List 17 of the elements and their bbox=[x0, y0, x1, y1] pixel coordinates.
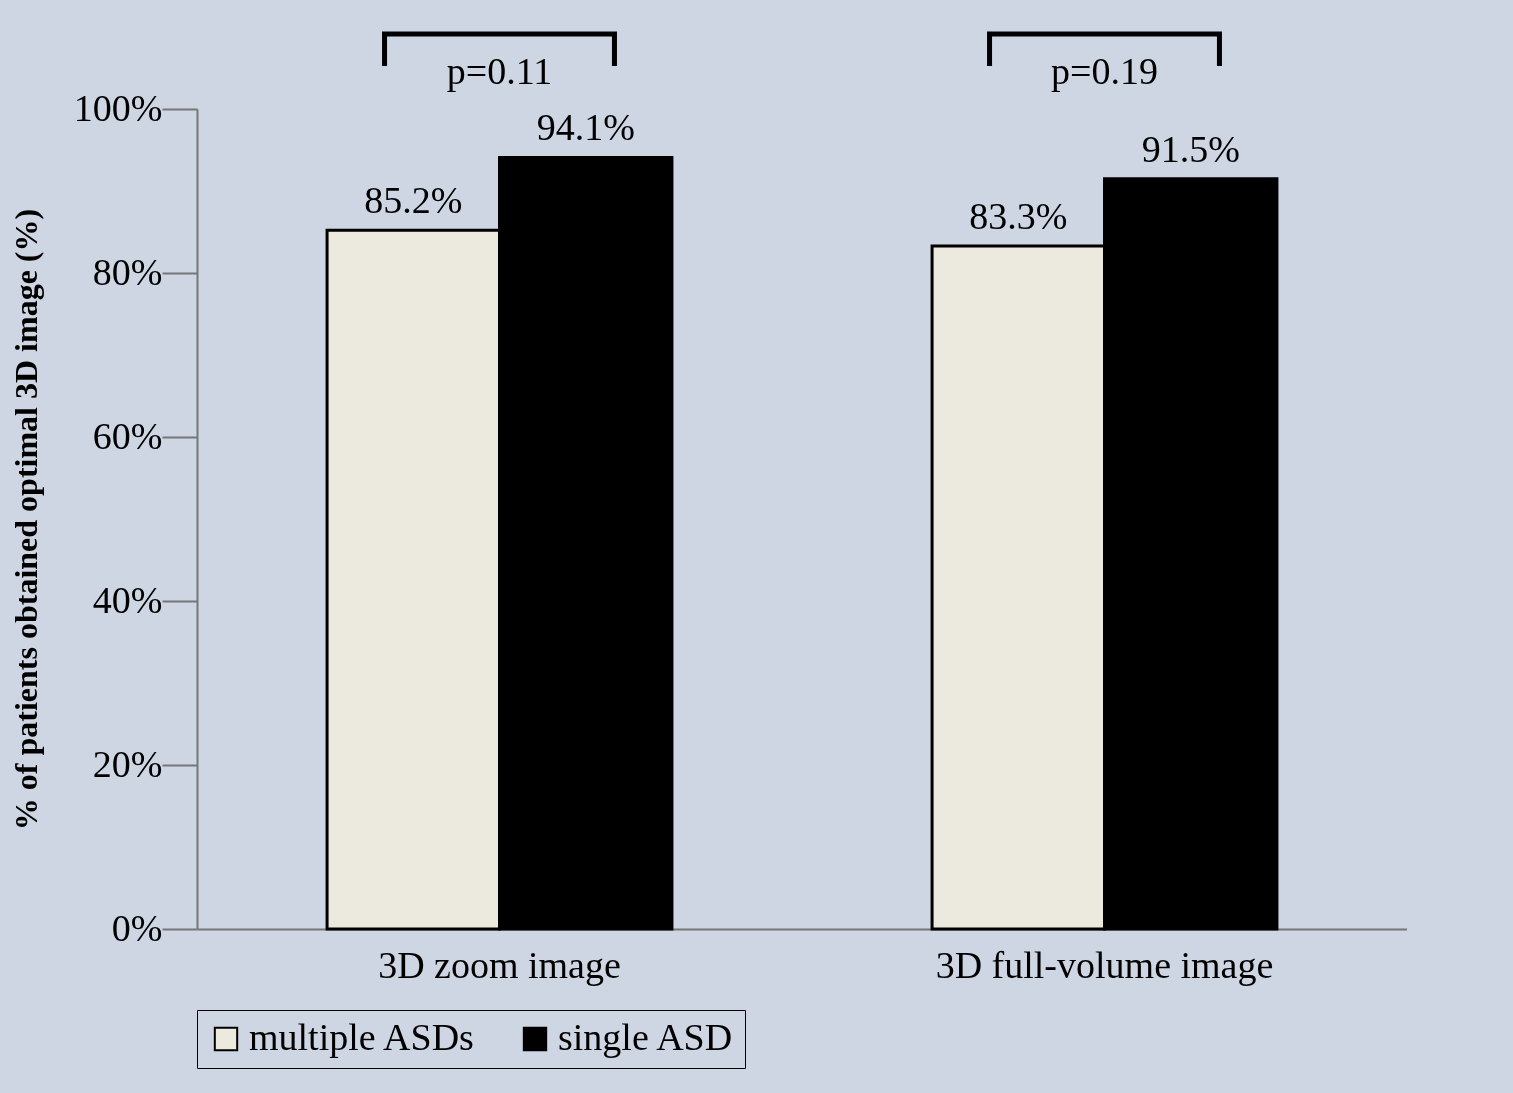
x-tick-label: 3D full-volume image bbox=[935, 943, 1274, 986]
text: p=0.19 bbox=[1051, 50, 1158, 92]
text: 91.5% bbox=[1141, 127, 1240, 170]
y-tick-label: 40% bbox=[92, 578, 163, 621]
y-tick-label: 20% bbox=[92, 742, 163, 785]
y-tick-label: 0% bbox=[111, 906, 163, 949]
y-axis-title: % of patients obtained optimal 3D image (%) bbox=[7, 208, 44, 831]
y-tick-label: 60% bbox=[92, 414, 163, 457]
text: 85.2% bbox=[364, 179, 463, 222]
text: 94.1% bbox=[536, 106, 635, 149]
legend-label: multiple ASDs bbox=[249, 1016, 474, 1058]
y-tick-label: 80% bbox=[92, 250, 163, 293]
y-tick-label: 100% bbox=[73, 86, 163, 129]
legend-label: single ASD bbox=[558, 1016, 733, 1058]
text: 83.3% bbox=[969, 194, 1068, 237]
text: p=0.11 bbox=[446, 50, 553, 92]
x-tick-label: 3D zoom image bbox=[378, 943, 621, 986]
